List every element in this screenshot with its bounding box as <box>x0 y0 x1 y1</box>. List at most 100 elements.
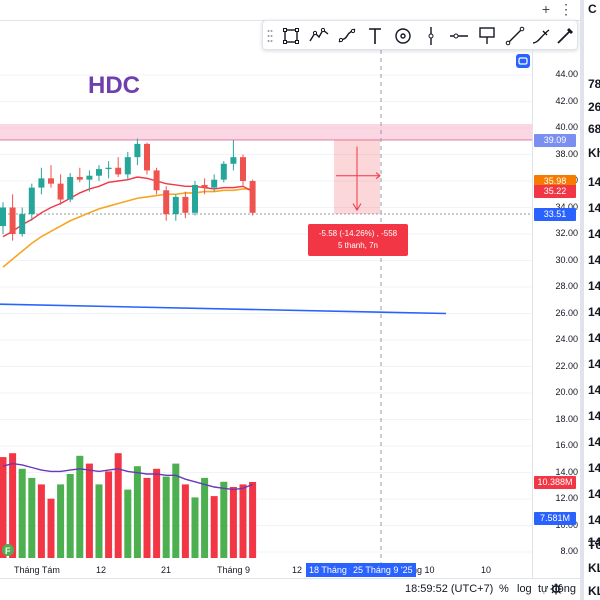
status-bar <box>0 578 580 600</box>
watchlist-item[interactable]: 14 <box>588 279 600 293</box>
scroll-to-realtime-button[interactable] <box>516 54 530 68</box>
price-tick-label: 16.00 <box>555 440 578 450</box>
magic-brush-tool-icon[interactable] <box>553 24 577 48</box>
resistance-zone <box>0 124 532 141</box>
add-button[interactable]: + <box>541 1 551 17</box>
log-toggle[interactable]: log <box>517 583 532 595</box>
trend-line-tool-icon[interactable] <box>503 24 527 48</box>
watchlist-item[interactable]: 14 <box>588 461 600 475</box>
watchlist-item[interactable]: 14 <box>588 535 600 549</box>
time-tick-label: ng 10 <box>412 565 435 575</box>
watchlist-item[interactable]: 14 <box>588 331 600 345</box>
target-tool-icon[interactable] <box>391 24 415 48</box>
candle-body <box>249 181 256 213</box>
time-tick-label: Tháng Tám <box>14 565 60 575</box>
measure-arrow-head <box>352 203 362 212</box>
volume-bar <box>181 484 189 558</box>
candle-body <box>153 170 160 191</box>
price-tick-label: 8.00 <box>560 546 578 556</box>
time-tick-label: 10 <box>481 565 492 575</box>
highlighter-tool-icon[interactable] <box>529 24 553 48</box>
price-tick-label: 12.00 <box>555 493 578 503</box>
price-badge: 7.581M <box>534 512 576 526</box>
time-tick-label: 12 <box>292 565 303 575</box>
price-chart[interactable]: F <box>0 50 532 578</box>
price-tick-label: 18.00 <box>555 413 578 424</box>
volume-bar <box>114 453 122 558</box>
price-tick-label: 30.00 <box>555 254 578 265</box>
watchlist-item[interactable]: 14 <box>588 409 600 423</box>
candle-body <box>67 177 74 200</box>
price-tick-label: 20.00 <box>555 387 578 397</box>
candle-body <box>134 143 141 158</box>
candle-body <box>38 178 45 188</box>
candle-body <box>57 183 64 200</box>
text-tool-icon[interactable] <box>363 24 387 48</box>
path-tool-icon[interactable] <box>307 24 331 48</box>
price-tick-label: 40.00 <box>555 122 578 132</box>
settings-gear-icon[interactable] <box>550 583 562 595</box>
clock-display[interactable]: 18:59:52 (UTC+7) <box>405 583 494 595</box>
watchlist-item[interactable]: 14 <box>588 435 600 449</box>
watchlist-item[interactable]: 14 <box>588 513 600 527</box>
price-badge: 39.09 <box>534 134 576 148</box>
ticker-symbol: HDC <box>88 72 140 99</box>
watchlist-item[interactable]: 14 <box>588 383 600 397</box>
more-options-button[interactable]: ⋮ <box>559 1 573 17</box>
price-tick-label: 24.00 <box>555 334 578 344</box>
volume-bar <box>143 477 151 558</box>
time-range-end-badge: 25 Tháng 9 '25 <box>350 563 416 577</box>
price-tick-label: 44.00 <box>555 69 578 79</box>
volume-bar <box>124 489 132 558</box>
volume-bar <box>162 476 170 558</box>
volume-bar <box>172 463 180 558</box>
volume-bar <box>220 481 228 558</box>
time-range-start-badge: 18 Tháng 9 <box>306 563 358 577</box>
volume-bar <box>105 471 113 558</box>
watchlist-item[interactable]: 14 <box>588 175 600 189</box>
watchlist-item[interactable]: Kh <box>588 146 600 160</box>
candle-body <box>230 157 237 164</box>
watchlist-item[interactable]: 14 <box>588 487 600 501</box>
watchlist-item[interactable]: 14 <box>588 357 600 371</box>
candle-body <box>105 167 112 170</box>
volume-bar <box>133 466 141 558</box>
watchlist-item[interactable]: 26 <box>588 100 600 114</box>
vertical-line-tool-icon[interactable] <box>419 24 443 48</box>
candle-body <box>9 207 16 234</box>
percent-toggle[interactable]: % <box>499 583 509 595</box>
candle-body <box>96 169 102 176</box>
watchlist-item[interactable]: Tổ <box>588 538 600 552</box>
watchlist-item[interactable]: 78 <box>588 77 600 91</box>
brush-tool-icon[interactable] <box>335 24 359 48</box>
toolbar-grip-icon[interactable] <box>267 29 273 43</box>
time-tick-label: Tháng 9 <box>217 565 251 575</box>
volume-bar <box>9 453 17 558</box>
price-badge: 35.22 <box>534 185 576 199</box>
horizontal-ray-tool-icon[interactable] <box>447 24 471 48</box>
watchlist-item[interactable]: 14 <box>588 253 600 267</box>
price-tick-label: 42.00 <box>555 95 578 106</box>
watchlist-item[interactable]: KL <box>588 561 600 575</box>
volume-ma-line <box>2 462 253 491</box>
candle-body <box>220 163 227 180</box>
watchlist-item[interactable]: KL <box>588 584 600 598</box>
candle-body <box>115 167 122 175</box>
watchlist-item[interactable]: 14 <box>588 201 600 215</box>
price-tick-label: 38.00 <box>555 148 578 159</box>
price-badge: 10.388M <box>534 475 576 489</box>
trend-line <box>0 303 447 315</box>
callout-tool-icon[interactable] <box>475 24 499 48</box>
watchlist-item[interactable]: C <box>588 2 597 16</box>
watchlist-item[interactable]: 14 <box>588 227 600 241</box>
volume-bar <box>0 457 7 558</box>
watchlist-item[interactable]: 68 <box>588 122 600 136</box>
volume-bar <box>28 477 36 558</box>
watchlist-item[interactable]: 14 <box>588 305 600 319</box>
price-tick-label: 22.00 <box>555 360 578 371</box>
rectangle-tool-icon[interactable] <box>279 24 303 48</box>
candle-body <box>192 184 198 213</box>
candle-body <box>182 196 189 213</box>
candle-body <box>86 175 93 180</box>
